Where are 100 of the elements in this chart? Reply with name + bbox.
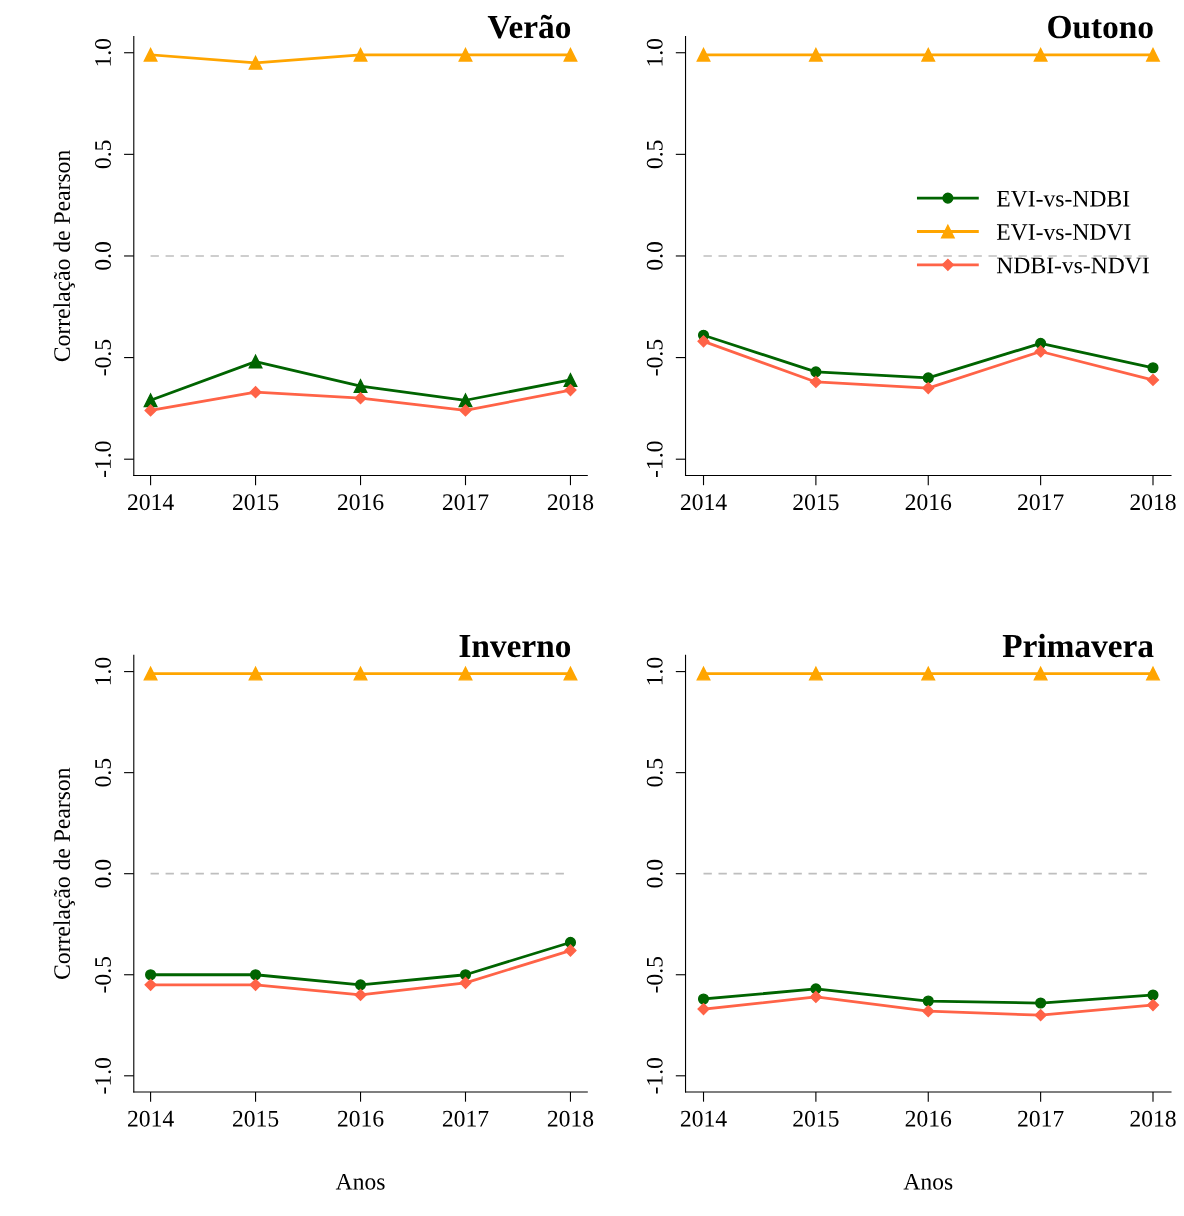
point (808, 47, 823, 62)
point (248, 354, 263, 369)
x-tick-label: 2017 (442, 1110, 489, 1127)
y-tick-label: -1.0 (646, 1058, 663, 1094)
y-tick-label: 0.5 (646, 140, 663, 169)
point (564, 384, 577, 397)
point (143, 666, 158, 681)
point (353, 379, 368, 393)
point (354, 988, 367, 1002)
y-tick-label: 0.0 (646, 242, 663, 270)
point (1033, 666, 1048, 681)
point (354, 979, 367, 991)
point (459, 404, 472, 417)
y-tick-label: 0.0 (646, 859, 663, 888)
y-tick-label: -1.0 (646, 441, 663, 478)
point (809, 990, 822, 1004)
point (248, 55, 263, 70)
point (1146, 373, 1160, 387)
legend-label: EVI-vs-NDVI (996, 224, 1131, 241)
point (1146, 47, 1160, 62)
y-tick-label: 0.0 (95, 242, 112, 270)
point (697, 335, 710, 348)
y-tick-label: 1.0 (646, 657, 663, 685)
point (248, 666, 263, 681)
point (353, 47, 368, 62)
point (922, 372, 934, 384)
x-tick-label: 2016 (337, 1110, 384, 1127)
chart-title: Primavera (1002, 633, 1154, 658)
x-tick-label: 2015 (793, 494, 839, 511)
point (1147, 989, 1159, 1001)
point (921, 666, 936, 681)
point (459, 976, 472, 989)
point (353, 666, 368, 681)
y-tick-label: 1.0 (646, 38, 663, 66)
y-tick-label: 1.0 (95, 38, 112, 66)
x-axis-title: Anos (903, 1173, 953, 1190)
point (697, 993, 710, 1005)
legend-label: EVI-vs-NDBI (996, 190, 1130, 207)
point (458, 666, 473, 681)
point (1146, 666, 1160, 681)
point (697, 1003, 710, 1016)
y-tick-label: -0.5 (95, 956, 112, 993)
point (809, 375, 822, 389)
point (810, 366, 822, 378)
y-tick-label: 1.0 (95, 657, 112, 685)
y-tick-label: -0.5 (646, 339, 663, 376)
point (563, 47, 578, 62)
y-tick-label: -0.5 (646, 956, 663, 993)
x-tick-label: 2014 (128, 1110, 174, 1127)
y-axis-title: Correlação de Pearson (53, 150, 75, 362)
point (458, 47, 473, 62)
x-tick-label: 2014 (680, 494, 727, 511)
chart-title: Outono (1048, 15, 1153, 39)
point (922, 381, 935, 395)
x-tick-label: 2016 (337, 494, 384, 511)
point (1147, 362, 1159, 374)
point (696, 666, 711, 681)
point (922, 995, 934, 1007)
point (1034, 1009, 1047, 1022)
x-axis-title: Anos (335, 1173, 385, 1190)
point (564, 944, 577, 957)
x-tick-label: 2014 (680, 1110, 727, 1127)
x-tick-label: 2014 (128, 494, 174, 511)
x-tick-label: 2018 (1130, 1110, 1176, 1127)
x-tick-label: 2017 (1018, 1110, 1064, 1127)
y-tick-label: -0.5 (95, 339, 112, 376)
legend-label: NDBI-vs-NDVI (996, 257, 1149, 274)
y-tick-label: 0.5 (646, 758, 663, 787)
point (250, 969, 262, 981)
point (563, 666, 578, 681)
y-tick-label: -1.0 (95, 1058, 112, 1094)
point (249, 386, 262, 399)
x-tick-label: 2016 (905, 494, 952, 511)
x-tick-label: 2015 (232, 1110, 279, 1127)
x-tick-label: 2018 (547, 494, 594, 511)
point (1034, 345, 1047, 358)
y-tick-label: -1.0 (95, 441, 112, 478)
chart-title: Verão (487, 14, 571, 39)
point (808, 666, 823, 681)
point (249, 978, 262, 991)
chart-title: Inverno (459, 635, 571, 658)
x-tick-label: 2015 (232, 494, 279, 511)
point (922, 1005, 935, 1018)
point (1035, 997, 1047, 1009)
point (144, 404, 157, 417)
x-tick-label: 2015 (793, 1110, 839, 1127)
point (144, 978, 157, 991)
y-tick-label: 0.0 (95, 859, 112, 888)
y-tick-label: 0.5 (95, 758, 112, 787)
point (921, 47, 936, 62)
x-tick-label: 2018 (547, 1110, 594, 1127)
y-axis-title: Correlação de Pearson (53, 767, 75, 979)
y-tick-label: 0.5 (95, 140, 112, 169)
point (145, 969, 157, 981)
point (354, 392, 367, 405)
x-tick-label: 2016 (905, 1110, 952, 1127)
x-tick-label: 2018 (1130, 494, 1176, 511)
point (563, 372, 578, 387)
point (696, 47, 711, 62)
x-tick-label: 2017 (442, 494, 489, 511)
